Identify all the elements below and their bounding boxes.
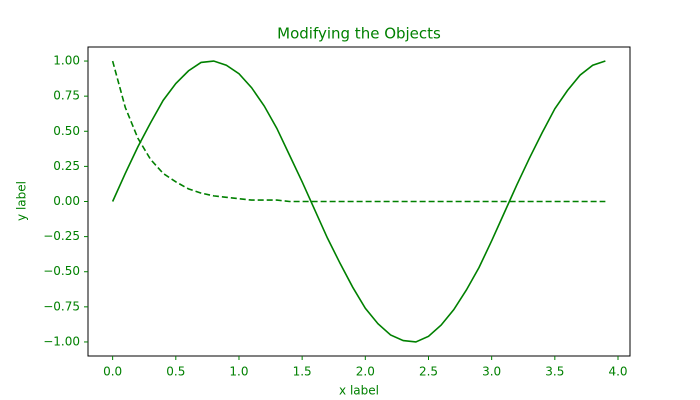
y-tick-label: −0.25 bbox=[43, 229, 80, 243]
x-axis-label: x label bbox=[339, 384, 379, 398]
data-line bbox=[111, 60, 606, 343]
x-tick-label: 3.5 bbox=[545, 365, 564, 379]
y-tick-label: −0.50 bbox=[43, 264, 80, 278]
y-tick-label: 1.00 bbox=[53, 54, 80, 68]
y-tick-label: 0.50 bbox=[53, 124, 80, 138]
y-tick-label: 0.00 bbox=[53, 194, 80, 208]
y-tick-label: 0.25 bbox=[53, 159, 80, 173]
x-tick-label: 3.0 bbox=[482, 365, 501, 379]
y-tick-label: −0.75 bbox=[43, 299, 80, 313]
x-tick-label: 2.5 bbox=[419, 365, 438, 379]
chart-title: Modifying the Objects bbox=[277, 25, 441, 43]
x-tick-label: 2.0 bbox=[356, 365, 375, 379]
x-tick-label: 4.0 bbox=[608, 365, 627, 379]
x-tick-label: 1.0 bbox=[229, 365, 248, 379]
y-tick-label: 0.75 bbox=[53, 89, 80, 103]
y-tick-label: −1.00 bbox=[43, 334, 80, 348]
x-tick-label: 0.0 bbox=[103, 365, 122, 379]
x-tick-label: 0.5 bbox=[166, 365, 185, 379]
data-line bbox=[111, 60, 606, 203]
y-axis-label: y label bbox=[15, 181, 29, 221]
x-tick-label: 1.5 bbox=[293, 365, 312, 379]
